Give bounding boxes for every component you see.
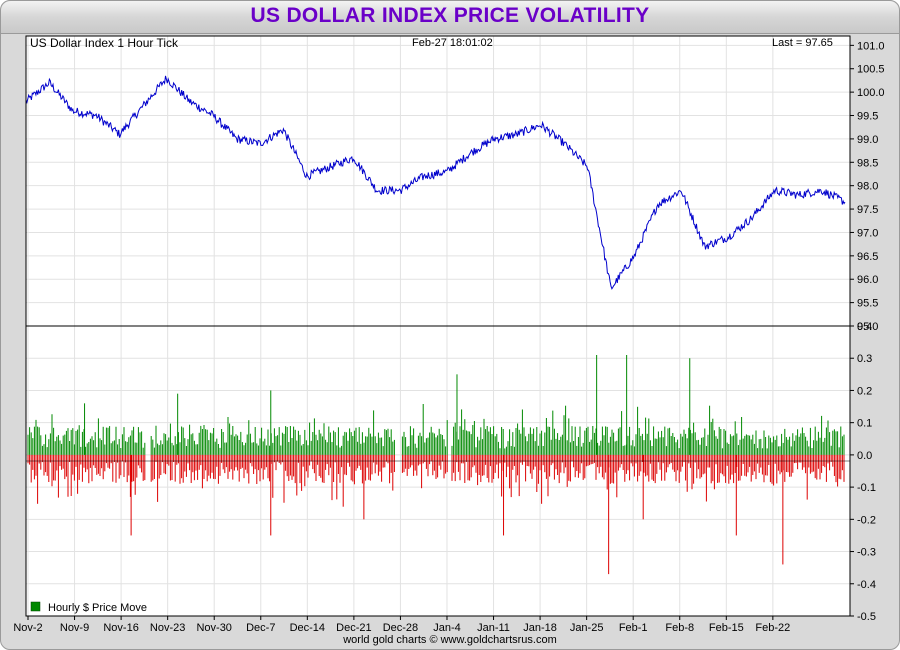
legend-swatch [30, 601, 41, 612]
x-tick-label: Jan-18 [523, 622, 557, 634]
top-y-axis: 101.0 100.5 100.0 99.5 99.0 98.5 98.0 97.5 97.0 9… [850, 40, 885, 333]
y-tick-label: 99.5 [857, 111, 878, 123]
y-tick-label: 100.5 [857, 64, 885, 76]
y-tick-label: -0.1 [857, 482, 876, 494]
x-tick-label: Feb-15 [709, 622, 744, 634]
y-tick-label: 96.5 [857, 251, 878, 263]
y-tick-label: 97.5 [857, 204, 878, 216]
y-tick-label: 0.4 [857, 321, 872, 333]
y-tick-label: 0.3 [857, 353, 872, 365]
y-tick-label: 97.0 [857, 227, 878, 239]
y-tick-label: -0.3 [857, 547, 876, 559]
timestamp-label: Feb-27 18:01:02 [412, 37, 493, 49]
footer-credit: world gold charts © www.goldchartsrus.co… [343, 634, 557, 646]
y-tick-label: 0.2 [857, 385, 872, 397]
title-bar: US DOLLAR INDEX PRICE VOLATILITY [1, 1, 899, 34]
x-tick-label: Feb-1 [619, 622, 648, 634]
volatility-bars [27, 355, 845, 575]
x-tick-label: Dec-7 [246, 622, 275, 634]
y-tick-label: -0.5 [857, 611, 876, 623]
y-tick-label: 0.0 [857, 450, 872, 462]
x-axis: Nov-2 Nov-9 Nov-16 Nov-23 Nov-30 Dec-7 Dec-14 D… [13, 616, 790, 634]
series-label: US Dollar Index 1 Hour Tick [30, 36, 179, 50]
y-tick-label: 100.0 [857, 87, 885, 99]
y-tick-label: 95.5 [857, 298, 878, 310]
x-tick-label: Jan-25 [570, 622, 604, 634]
y-tick-label: 95.0 [857, 321, 878, 333]
x-tick-label: Nov-30 [196, 622, 231, 634]
x-tick-label: Dec-28 [383, 622, 418, 634]
price-series-line [25, 75, 846, 290]
y-tick-label: 98.5 [857, 157, 878, 169]
y-tick-label: 0.1 [857, 418, 872, 430]
x-tick-label: Nov-23 [150, 622, 185, 634]
chart-title: US DOLLAR INDEX PRICE VOLATILITY [250, 4, 650, 27]
x-tick-label: Nov-16 [103, 622, 138, 634]
y-tick-label: -0.4 [857, 579, 876, 591]
x-tick-label: Jan-11 [477, 622, 510, 634]
x-tick-label: Feb-8 [665, 622, 694, 634]
bottom-plot-border [25, 325, 851, 617]
x-tick-label: Dec-21 [336, 622, 371, 634]
last-value-label: Last = 97.65 [772, 37, 833, 49]
y-tick-label: 96.0 [857, 274, 878, 286]
y-tick-label: 98.0 [857, 181, 878, 193]
x-tick-label: Feb-22 [755, 622, 790, 634]
x-tick-label: Nov-2 [13, 622, 42, 634]
bottom-y-axis: 0.4 0.3 0.2 0.1 0.0 -0.1 -0.2 -0.3 -0.4 -0.5 [850, 321, 876, 623]
y-tick-label: 99.0 [857, 134, 878, 146]
legend-label: Hourly $ Price Move [48, 602, 147, 614]
y-tick-label: 101.0 [857, 40, 885, 52]
x-tick-label: Nov-9 [60, 622, 89, 634]
x-tick-label: Jan-4 [433, 622, 461, 634]
y-tick-label: -0.2 [857, 514, 876, 526]
x-tick-label: Dec-14 [290, 622, 325, 634]
